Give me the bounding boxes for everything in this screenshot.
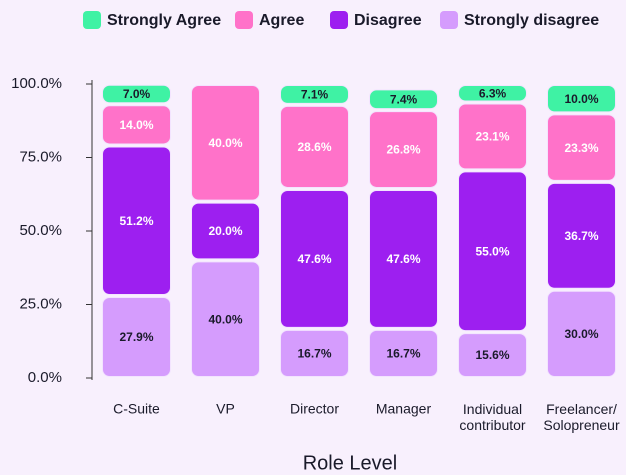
- value-label: 55.0%: [475, 244, 509, 258]
- value-label: 15.6%: [475, 348, 509, 362]
- bar-segment: [369, 89, 438, 110]
- value-label: 7.1%: [301, 88, 329, 102]
- bar-segment: [369, 189, 438, 328]
- bar-segment: [458, 333, 527, 377]
- value-label: 7.0%: [123, 87, 151, 101]
- bar-segment: [102, 84, 171, 104]
- legend-label: Strongly Agree: [107, 12, 221, 29]
- value-label: 7.4%: [390, 92, 418, 106]
- legend-swatch: [330, 11, 348, 29]
- legend-swatch: [440, 11, 458, 29]
- x-tick-label: VP: [216, 401, 235, 417]
- x-axis-label: Role Level: [303, 452, 398, 474]
- bar-segment: [547, 85, 616, 113]
- value-label: 28.6%: [297, 140, 331, 154]
- value-label: 10.0%: [564, 92, 598, 106]
- value-label: 51.2%: [119, 214, 153, 228]
- legend-swatch: [235, 11, 253, 29]
- bar-segment: [191, 261, 260, 377]
- value-label: 20.0%: [208, 224, 242, 238]
- bar-segment: [547, 290, 616, 377]
- y-tick-label: 50.0%: [19, 222, 62, 239]
- bar-segment: [547, 114, 616, 181]
- x-tick-label: C-Suite: [113, 401, 160, 417]
- value-label: 23.1%: [475, 130, 509, 144]
- value-label: 27.9%: [119, 330, 153, 344]
- bar-segment: [102, 146, 171, 295]
- value-label: 26.8%: [386, 143, 420, 157]
- legend-label: Agree: [259, 12, 304, 29]
- bar-segment: [458, 103, 527, 170]
- x-tick-label: Director: [290, 401, 339, 417]
- value-label: 40.0%: [208, 312, 242, 326]
- legend-label: Disagree: [354, 12, 422, 29]
- y-tick-label: 75.0%: [19, 148, 62, 165]
- bar-segment: [280, 85, 349, 104]
- y-tick-label: 100.0%: [11, 75, 62, 92]
- value-label: 16.7%: [386, 347, 420, 361]
- value-label: 47.6%: [386, 252, 420, 266]
- bar-segment: [369, 111, 438, 188]
- value-label: 47.6%: [297, 252, 331, 266]
- legend-label: Strongly disagree: [464, 12, 599, 29]
- bar-segment: [102, 296, 171, 377]
- bar-segment: [369, 329, 438, 378]
- value-label: 16.7%: [297, 347, 331, 361]
- value-label: 40.0%: [208, 136, 242, 150]
- bar-segment: [102, 105, 171, 145]
- bar-segment: [280, 105, 349, 188]
- x-tick-label: Manager: [376, 401, 432, 417]
- y-tick-label: 0.0%: [28, 369, 62, 386]
- y-tick-label: 25.0%: [19, 295, 62, 312]
- value-label: 14.0%: [119, 118, 153, 132]
- bar-segment: [458, 171, 527, 332]
- value-label: 30.0%: [564, 327, 598, 341]
- bar-segment: [547, 182, 616, 289]
- x-tick-label: Freelancer/Solopreneur: [543, 401, 620, 433]
- x-tick-label: Individual contributor: [459, 401, 525, 433]
- bar-segment: [280, 189, 349, 328]
- bar-segment: [191, 85, 260, 201]
- bar-segment: [458, 85, 527, 102]
- bar-segment: [191, 202, 260, 260]
- value-label: 36.7%: [564, 229, 598, 243]
- legend-swatch: [83, 11, 101, 29]
- bar-segment: [280, 329, 349, 378]
- value-label: 23.3%: [564, 141, 598, 155]
- value-label: 6.3%: [479, 86, 507, 100]
